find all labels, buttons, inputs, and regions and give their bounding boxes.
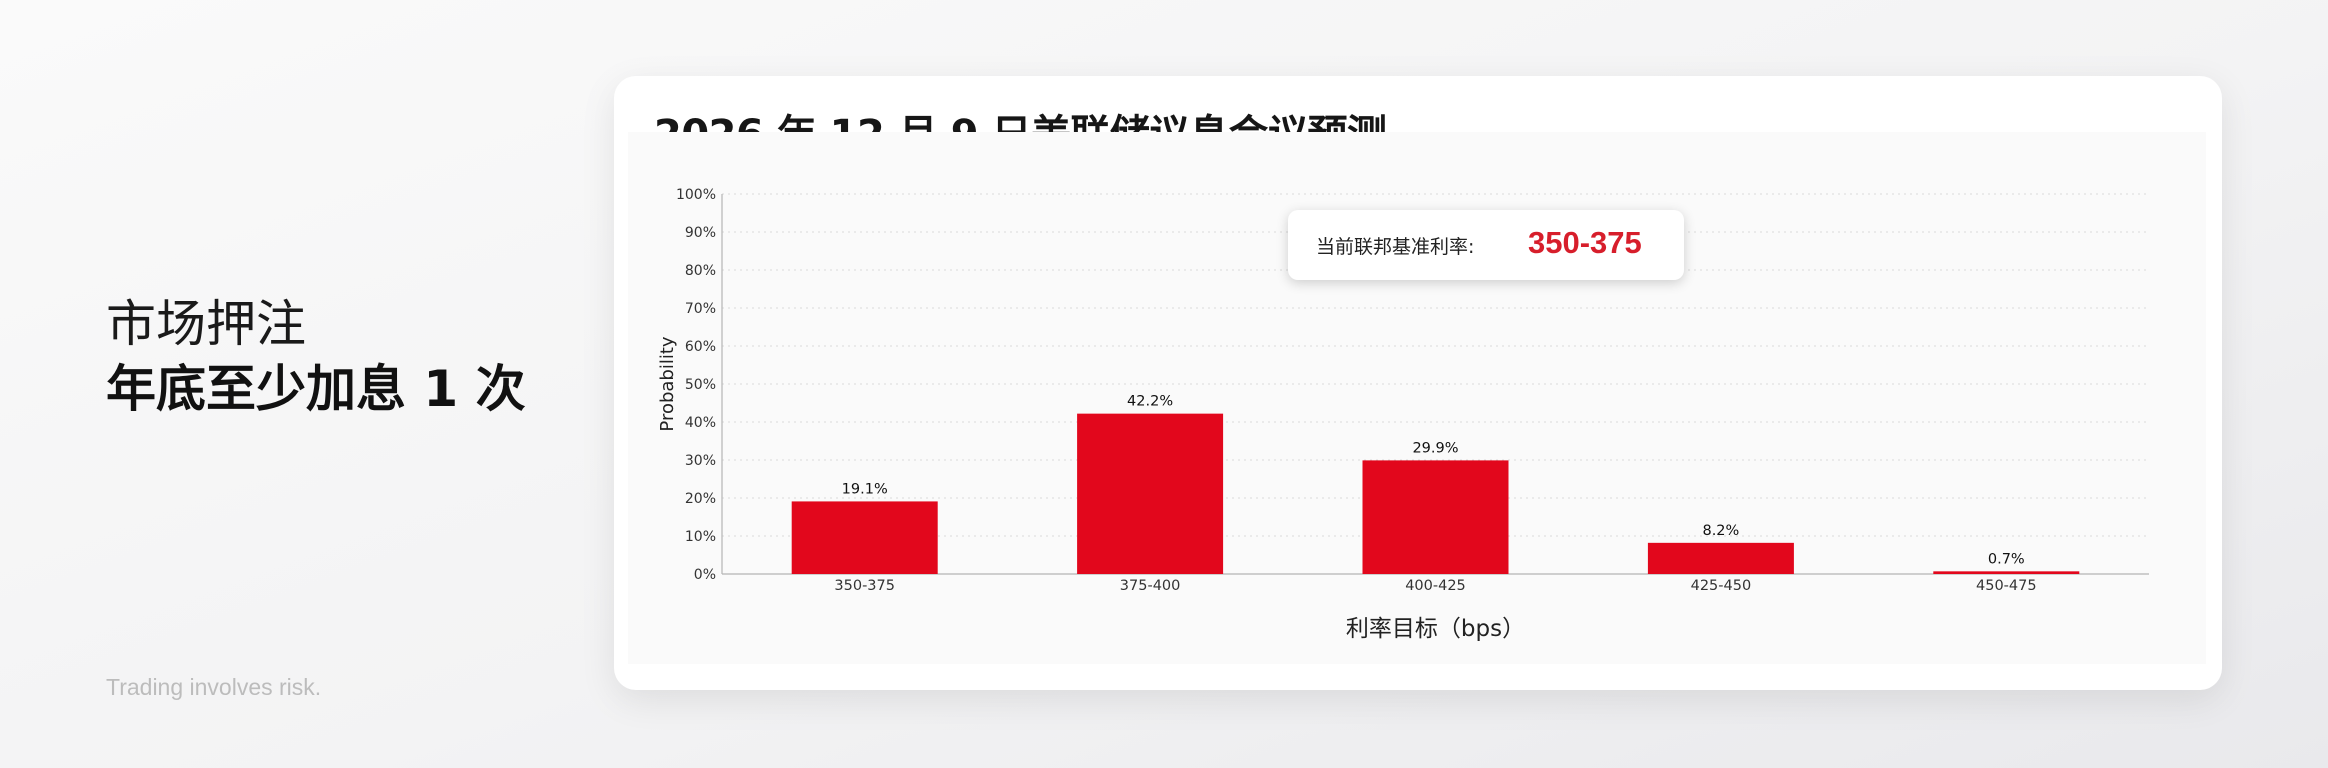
x-tick-label: 350-375 bbox=[834, 578, 895, 594]
x-axis-title: 利率目标（bps） bbox=[1346, 616, 1525, 642]
y-tick-label: 10% bbox=[685, 529, 716, 545]
y-tick-label: 30% bbox=[685, 453, 716, 469]
headline-line1: 市场押注 bbox=[106, 295, 306, 353]
bar-value-label: 0.7% bbox=[1988, 551, 2025, 567]
current-rate-box: 当前联邦基准利率: 350-375 bbox=[1288, 210, 1684, 280]
y-axis-title: Probability bbox=[657, 336, 678, 431]
y-tick-label: 0% bbox=[694, 567, 716, 583]
probability-bar-chart: 0% 10% 20% 30% 40% 50% 60% 70% 80% 90% 100% 19.1% 35… bbox=[657, 187, 2149, 642]
current-rate-value: 350-375 bbox=[1528, 225, 1642, 260]
risk-disclaimer: Trading involves risk. bbox=[106, 674, 322, 700]
y-tick-label: 40% bbox=[685, 415, 716, 431]
bar-value-label: 8.2% bbox=[1702, 523, 1739, 539]
x-tick-label: 400-425 bbox=[1405, 578, 1466, 594]
x-tick-label: 450-475 bbox=[1976, 578, 2037, 594]
y-tick-label: 90% bbox=[685, 225, 716, 241]
forecast-card: 2026 年 12 月 9 日美联储议息会议预测 0%10%20%30%40%5… bbox=[614, 76, 2222, 690]
bar bbox=[1077, 413, 1224, 574]
y-tick-label: 50% bbox=[685, 377, 716, 393]
bar-value-label: 42.2% bbox=[1127, 394, 1173, 410]
bar bbox=[1933, 571, 2080, 574]
x-tick-label: 425-450 bbox=[1691, 578, 1752, 594]
y-tick-label: 20% bbox=[685, 491, 716, 507]
y-tick-label: 80% bbox=[685, 263, 716, 279]
y-tick-label: 70% bbox=[685, 301, 716, 317]
headline: 市场押注 年底至少加息 1 次 bbox=[106, 292, 526, 422]
headline-line2: 年底至少加息 1 次 bbox=[106, 360, 526, 418]
x-tick-label: 375-400 bbox=[1120, 578, 1181, 594]
bar bbox=[791, 501, 938, 574]
bar bbox=[1362, 460, 1509, 574]
bar-value-label: 19.1% bbox=[842, 481, 888, 497]
bar bbox=[1647, 542, 1794, 574]
y-tick-label: 60% bbox=[685, 339, 716, 355]
y-tick-label: 100% bbox=[676, 187, 716, 203]
current-rate-label: 当前联邦基准利率: bbox=[1316, 236, 1475, 258]
bar-value-label: 29.9% bbox=[1412, 440, 1458, 456]
